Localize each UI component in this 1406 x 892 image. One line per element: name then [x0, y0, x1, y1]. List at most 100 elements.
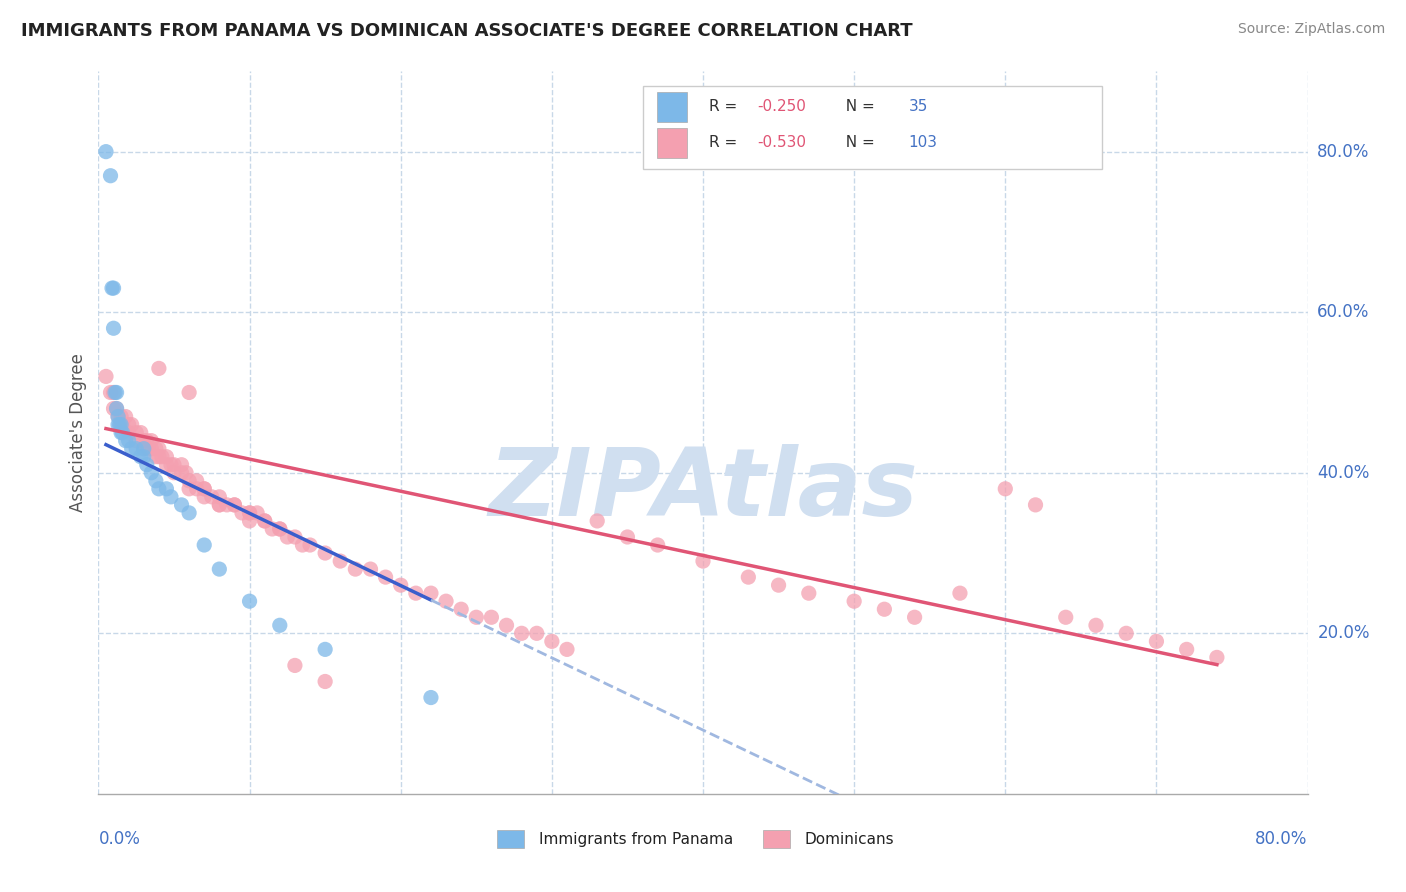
Point — [873, 602, 896, 616]
Point — [495, 618, 517, 632]
Text: 20.0%: 20.0% — [1317, 624, 1369, 642]
Point — [148, 442, 170, 456]
Point — [262, 522, 284, 536]
Point — [105, 401, 128, 416]
Point — [1144, 634, 1167, 648]
Point — [94, 369, 117, 384]
Point — [141, 442, 163, 456]
Point — [125, 434, 148, 448]
Point — [135, 434, 157, 448]
Text: 60.0%: 60.0% — [1317, 303, 1369, 321]
Point — [314, 546, 336, 560]
Point — [994, 482, 1017, 496]
Point — [224, 498, 246, 512]
Point — [101, 281, 124, 295]
Point — [160, 458, 183, 472]
Point — [186, 482, 208, 496]
Text: IMMIGRANTS FROM PANAMA VS DOMINICAN ASSOCIATE'S DEGREE CORRELATION CHART: IMMIGRANTS FROM PANAMA VS DOMINICAN ASSO… — [21, 22, 912, 40]
Text: ZIPAtlas: ZIPAtlas — [488, 444, 918, 536]
Point — [179, 506, 201, 520]
Point — [170, 498, 193, 512]
Text: N =: N = — [837, 136, 880, 151]
Text: 103: 103 — [908, 136, 938, 151]
Point — [420, 586, 443, 600]
Point — [103, 401, 125, 416]
Point — [110, 409, 132, 424]
Point — [145, 450, 167, 464]
Text: -0.530: -0.530 — [758, 136, 807, 151]
Point — [949, 586, 972, 600]
Point — [269, 522, 291, 536]
Y-axis label: Associate's Degree: Associate's Degree — [69, 353, 87, 512]
Point — [299, 538, 322, 552]
Point — [269, 522, 291, 536]
Text: 0.0%: 0.0% — [98, 830, 141, 848]
Point — [737, 570, 759, 584]
Point — [141, 434, 163, 448]
Point — [526, 626, 548, 640]
Point — [170, 458, 193, 472]
FancyBboxPatch shape — [643, 86, 1102, 169]
Text: 35: 35 — [908, 99, 928, 114]
Point — [105, 385, 128, 400]
Point — [360, 562, 382, 576]
Point — [276, 530, 298, 544]
Point — [314, 674, 336, 689]
Point — [239, 514, 262, 528]
Point — [481, 610, 503, 624]
Point — [420, 690, 443, 705]
Point — [107, 409, 129, 424]
Point — [405, 586, 427, 600]
Point — [108, 417, 131, 432]
Point — [224, 498, 246, 512]
Text: N =: N = — [837, 99, 880, 114]
Point — [174, 466, 197, 480]
Text: Source: ZipAtlas.com: Source: ZipAtlas.com — [1237, 22, 1385, 37]
Point — [179, 474, 201, 488]
Point — [103, 385, 125, 400]
Point — [170, 466, 193, 480]
Point — [314, 642, 336, 657]
Point — [208, 498, 231, 512]
Point — [193, 482, 215, 496]
Point — [215, 498, 238, 512]
Text: 40.0%: 40.0% — [1317, 464, 1369, 482]
Point — [284, 658, 307, 673]
Point — [132, 442, 155, 456]
Point — [125, 425, 148, 440]
Point — [155, 450, 177, 464]
Point — [94, 145, 117, 159]
Point — [105, 401, 128, 416]
Point — [118, 434, 141, 448]
Point — [125, 442, 148, 456]
Point — [344, 562, 367, 576]
Point — [110, 417, 132, 432]
Point — [118, 425, 141, 440]
Point — [129, 425, 152, 440]
Point — [768, 578, 790, 592]
Bar — [498, 830, 524, 848]
Point — [465, 610, 488, 624]
Point — [155, 482, 177, 496]
Point — [121, 442, 143, 456]
Point — [389, 578, 412, 592]
Point — [239, 506, 262, 520]
Point — [434, 594, 457, 608]
Point — [186, 474, 208, 488]
Point — [208, 498, 231, 512]
Point — [904, 610, 927, 624]
Point — [118, 417, 141, 432]
Point — [103, 321, 125, 335]
Point — [100, 169, 122, 183]
Point — [208, 562, 231, 576]
Point — [148, 482, 170, 496]
Point — [163, 466, 186, 480]
Point — [510, 626, 533, 640]
Point — [193, 490, 215, 504]
Point — [107, 409, 129, 424]
Point — [160, 490, 183, 504]
Point — [239, 506, 262, 520]
Bar — [657, 92, 688, 122]
Point — [141, 466, 163, 480]
Point — [148, 450, 170, 464]
